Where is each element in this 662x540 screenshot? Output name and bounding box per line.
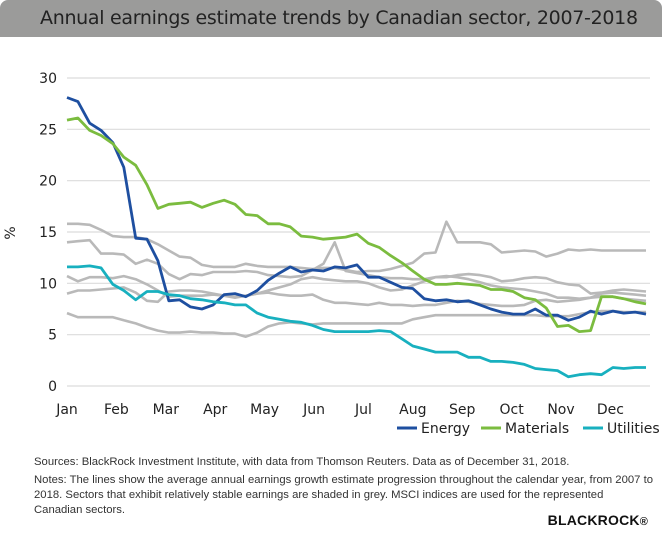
- y-tick-label: 5: [48, 328, 57, 344]
- y-axis-label: %: [3, 226, 19, 239]
- x-tick-label: Jan: [55, 402, 78, 418]
- gridlines: [67, 77, 650, 387]
- series-line-materials: [66, 116, 647, 334]
- registered-mark: ®: [639, 516, 648, 528]
- x-tick-label: May: [250, 402, 279, 418]
- y-axis-ticks: 0 5 10 15 20 25 30: [39, 71, 57, 395]
- chart-title: Annual earnings estimate trends by Canad…: [40, 7, 638, 29]
- x-tick-label: Feb: [104, 402, 129, 418]
- title-bar: Annual earnings estimate trends by Canad…: [0, 0, 662, 37]
- logo-text: BLACKROCK: [547, 512, 640, 528]
- series-line-utilities: [67, 264, 646, 379]
- y-tick-label: 30: [39, 71, 57, 87]
- y-tick-label: 10: [39, 276, 57, 292]
- blackrock-logo: BLACKROCK®: [548, 512, 648, 528]
- series-line-other-sector-c: [66, 274, 647, 301]
- sources-text: Sources: BlackRock Investment Institute,…: [34, 456, 570, 468]
- legend-label: Materials: [505, 421, 569, 437]
- legend-label: Energy: [421, 421, 470, 437]
- x-tick-label: Jun: [302, 402, 325, 418]
- x-tick-label: Nov: [547, 402, 574, 418]
- series-line-other-sector-b: [66, 238, 647, 295]
- legend-label: Utilities: [607, 421, 660, 437]
- y-tick-label: 20: [39, 174, 57, 190]
- notes-text: Notes: The lines show the average annual…: [34, 474, 653, 516]
- line-chart: 0 5 10 15 20 25 30 Jan Feb Mar Apr May Jun Jul Aug Sep…: [3, 71, 660, 437]
- footer-notes: Sources: BlackRock Investment Institute,…: [34, 455, 654, 518]
- x-axis-ticks: Jan Feb Mar Apr May Jun Jul Aug Sep Oct Nov Dec: [55, 402, 624, 418]
- x-tick-label: Jul: [354, 402, 372, 418]
- x-tick-label: Oct: [499, 402, 524, 418]
- x-tick-label: Apr: [203, 402, 227, 418]
- x-tick-label: Dec: [597, 402, 624, 418]
- y-tick-label: 15: [39, 225, 57, 241]
- legend: Energy Materials Utilities: [397, 421, 660, 437]
- x-tick-label: Aug: [399, 402, 426, 418]
- series-lines: [66, 96, 647, 379]
- x-tick-label: Mar: [153, 402, 180, 418]
- x-tick-label: Sep: [449, 402, 476, 418]
- y-tick-label: 25: [39, 122, 57, 138]
- y-tick-label: 0: [48, 379, 57, 395]
